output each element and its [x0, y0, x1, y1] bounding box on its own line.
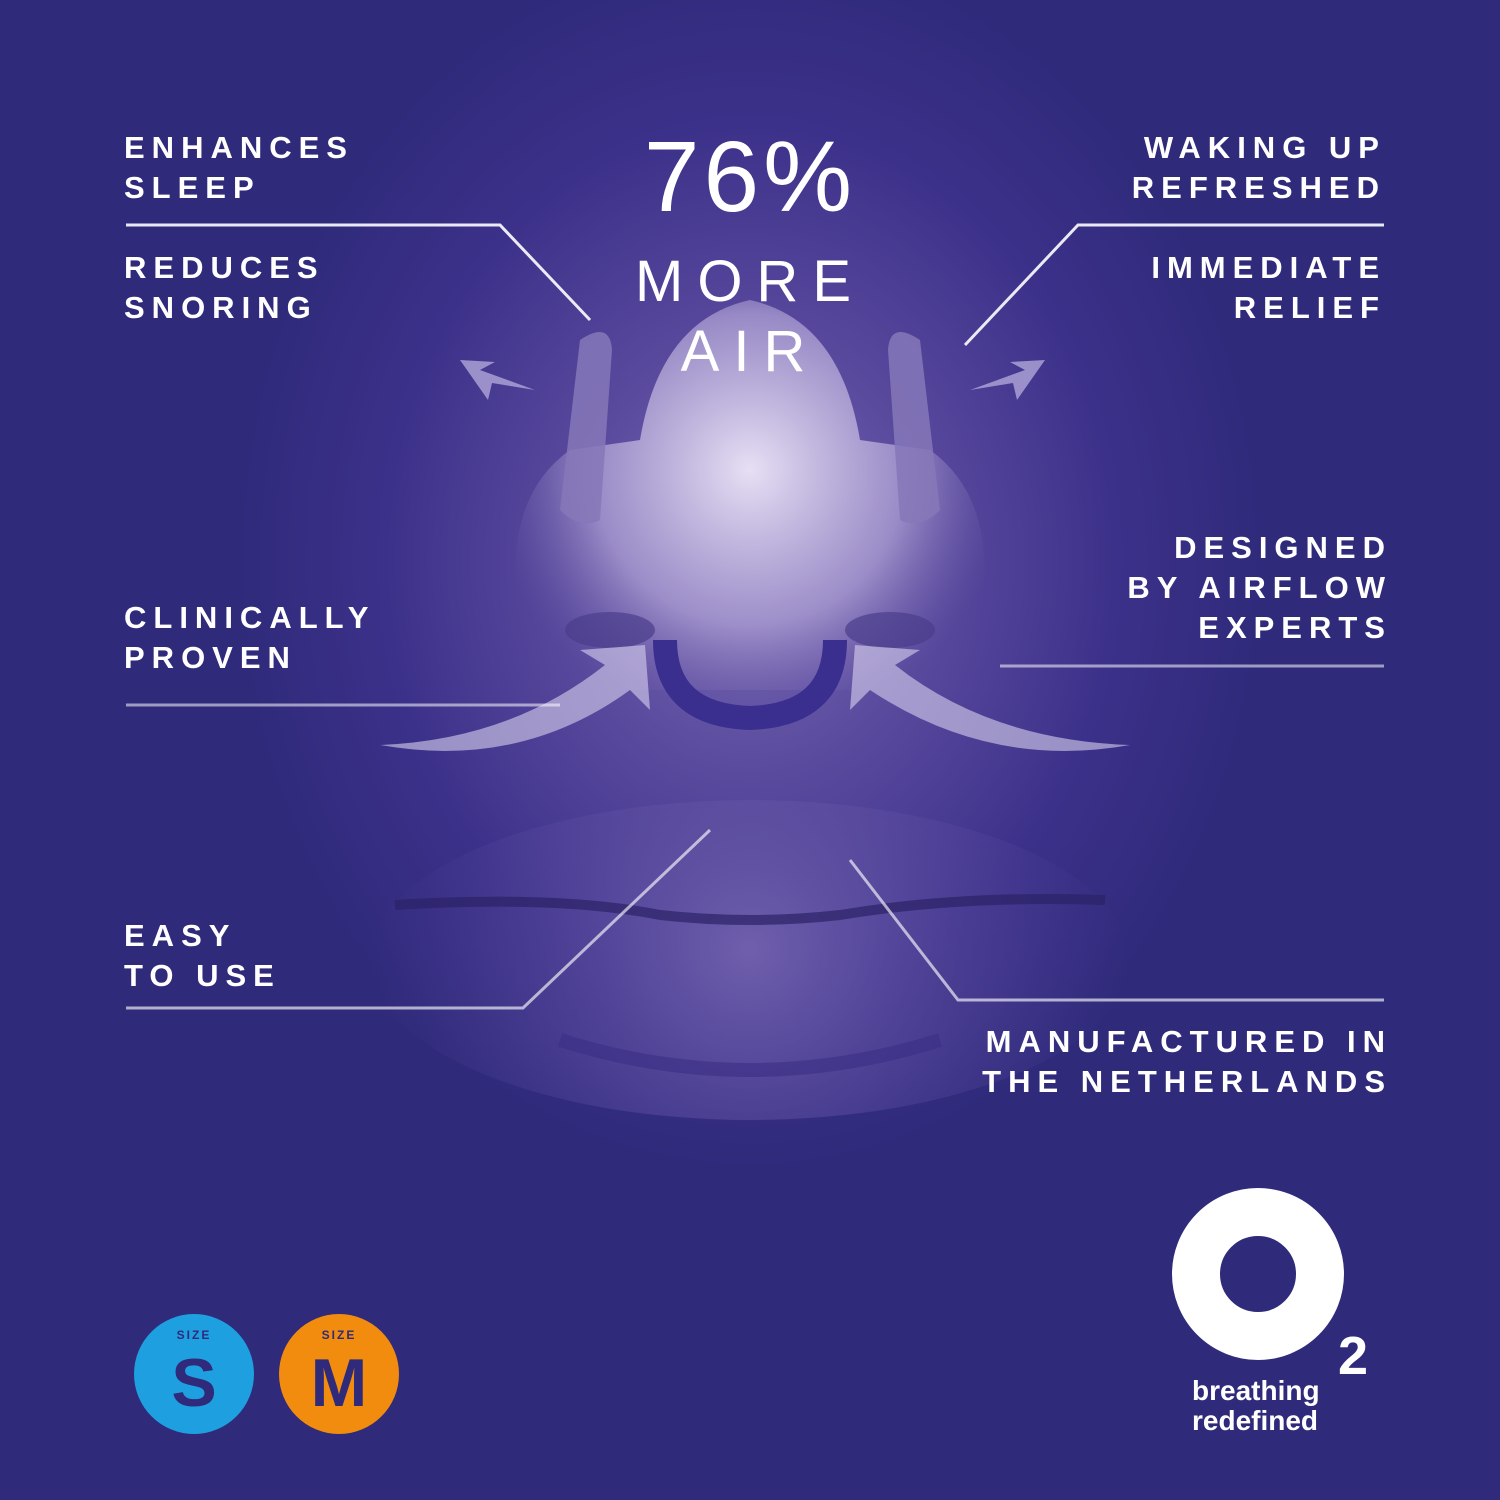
feature-waking-up: WAKING UP REFRESHED	[1131, 130, 1386, 205]
headline-line2: AIR	[680, 319, 820, 384]
size-label: SIZE	[176, 1328, 212, 1342]
leader-line-waking	[963, 223, 1384, 347]
feature-easy-to-use: EASY TO USE	[124, 918, 281, 993]
feature-immediate-relief: IMMEDIATE RELIEF	[1151, 250, 1386, 325]
leader-line-manufactured	[848, 859, 1384, 1002]
size-letter: S	[171, 1345, 217, 1421]
leader-line-enhances	[126, 223, 592, 322]
size-letter: M	[310, 1345, 368, 1421]
size-badge-s: SIZE S	[134, 1314, 254, 1434]
leader-line-easy	[126, 828, 712, 1010]
headline-percent: 76%	[643, 121, 857, 233]
size-badge-m: SIZE M	[279, 1314, 399, 1434]
size-label: SIZE	[321, 1328, 357, 1342]
feature-reduces-snoring: REDUCES SNORING	[124, 250, 325, 325]
feature-clinically-proven: CLINICALLY PROVEN	[124, 600, 376, 675]
feature-manufactured: MANUFACTURED IN THE NETHERLANDS	[982, 1024, 1392, 1099]
o2-logo	[1172, 1188, 1344, 1360]
feature-designed: DESIGNED BY AIRFLOW EXPERTS	[1127, 530, 1392, 645]
logo-tagline: breathing redefined	[1192, 1375, 1320, 1436]
headline-line1: MORE	[635, 249, 865, 314]
logo-subscript: 2	[1338, 1326, 1369, 1386]
feature-enhances-sleep: ENHANCES SLEEP	[124, 130, 354, 205]
